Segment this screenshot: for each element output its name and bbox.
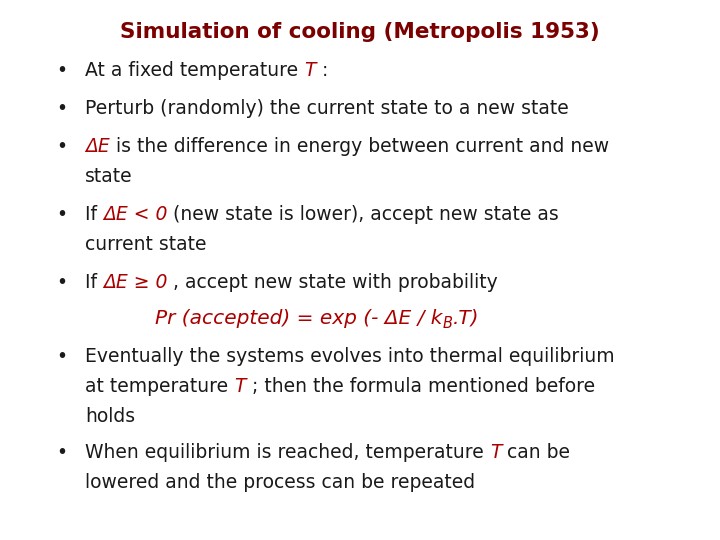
Text: •: • [56, 60, 68, 79]
Text: state: state [85, 166, 132, 186]
Text: T: T [234, 376, 246, 395]
Text: .T): .T) [452, 308, 479, 327]
Text: at temperature: at temperature [85, 376, 234, 395]
Text: B: B [442, 316, 452, 332]
Text: can be: can be [501, 443, 570, 462]
Text: Perturb (randomly) the current state to a new state: Perturb (randomly) the current state to … [85, 98, 569, 118]
Text: T: T [490, 443, 501, 462]
Text: Eventually the systems evolves into thermal equilibrium: Eventually the systems evolves into ther… [85, 347, 615, 366]
Text: is the difference in energy between current and new: is the difference in energy between curr… [109, 137, 609, 156]
Text: Pr (accepted) = exp (- ΔE / k: Pr (accepted) = exp (- ΔE / k [155, 308, 442, 327]
Text: •: • [56, 205, 68, 224]
Text: (new state is lower), accept new state as: (new state is lower), accept new state a… [167, 205, 559, 224]
Text: ΔE: ΔE [85, 137, 109, 156]
Text: :: : [315, 60, 328, 79]
Text: ΔE < 0: ΔE < 0 [103, 205, 167, 224]
Text: •: • [56, 443, 68, 462]
Text: •: • [56, 273, 68, 292]
Text: •: • [56, 137, 68, 156]
Text: holds: holds [85, 407, 135, 426]
Text: •: • [56, 347, 68, 366]
Text: When equilibrium is reached, temperature: When equilibrium is reached, temperature [85, 443, 490, 462]
Text: lowered and the process can be repeated: lowered and the process can be repeated [85, 474, 475, 492]
Text: current state: current state [85, 234, 207, 253]
Text: , accept new state with probability: , accept new state with probability [167, 273, 498, 292]
Text: If: If [85, 273, 103, 292]
Text: Simulation of cooling (Metropolis 1953): Simulation of cooling (Metropolis 1953) [120, 22, 600, 42]
Text: •: • [56, 98, 68, 118]
Text: ; then the formula mentioned before: ; then the formula mentioned before [246, 376, 595, 395]
Text: ΔE ≥ 0: ΔE ≥ 0 [103, 273, 167, 292]
Text: T: T [304, 60, 315, 79]
Text: If: If [85, 205, 103, 224]
Text: At a fixed temperature: At a fixed temperature [85, 60, 304, 79]
